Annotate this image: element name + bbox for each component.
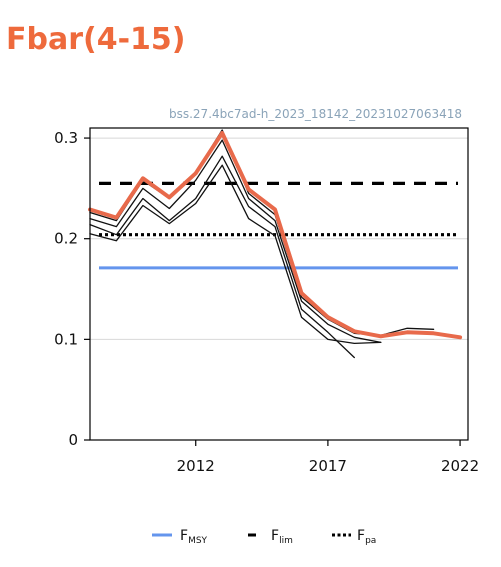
- y-tick-label: 0: [68, 431, 78, 449]
- x-tick-label: 2022: [441, 457, 479, 475]
- series-lines: [88, 129, 463, 359]
- plot-frame: [89, 127, 469, 441]
- legend: FMSY Flim Fpa: [152, 528, 376, 546]
- previous-assessment-line: [89, 139, 382, 344]
- chart-subtitle: bss.27.4bc7ad-h_2023_18142_2023102706341…: [169, 107, 462, 121]
- x-tick-label: 2012: [177, 457, 215, 475]
- y-axis: 0 0.1 0.2 0.3: [54, 129, 90, 449]
- y-tick-label: 0.3: [54, 129, 78, 147]
- previous-assessment-line: [89, 129, 435, 336]
- reference-lines: [99, 181, 458, 270]
- x-tick-label: 2017: [309, 457, 347, 475]
- assessment-line: [88, 131, 463, 340]
- previous-assessment-line: [89, 155, 355, 359]
- legend-label-fmsy: FMSY: [180, 528, 208, 546]
- legend-label-flim: Flim: [271, 528, 293, 546]
- previous-assessment-line: [89, 164, 382, 345]
- x-axis: 2012 2017 2022: [177, 440, 479, 475]
- y-tick-label: 0.1: [54, 330, 78, 348]
- page-title: Fbar(4-15): [6, 22, 186, 57]
- y-tick-label: 0.2: [54, 230, 78, 248]
- legend-label-fpa: Fpa: [357, 528, 376, 546]
